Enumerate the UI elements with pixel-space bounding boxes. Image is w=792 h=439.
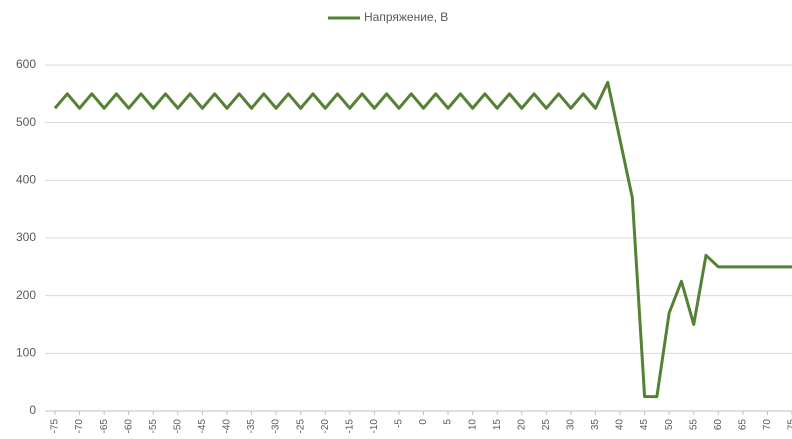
x-tick-label: 0: [418, 419, 429, 425]
x-tick-label: -30: [271, 419, 282, 434]
x-tick-label: 25: [541, 419, 552, 431]
y-tick-label: 100: [16, 346, 36, 360]
legend-label: Напряжение, В: [364, 10, 448, 24]
x-tick-label: -55: [148, 419, 159, 434]
x-tick-label: 30: [566, 419, 577, 431]
x-tick-label: -20: [320, 419, 331, 434]
x-tick-label: 40: [615, 419, 626, 431]
y-tick-label: 400: [16, 173, 36, 187]
x-tick-label: 35: [590, 419, 601, 431]
x-tick-label: -5: [394, 419, 405, 428]
x-tick-label: 60: [713, 419, 724, 431]
x-tick-label: 65: [738, 419, 749, 431]
x-tick-label: 50: [664, 419, 675, 431]
x-tick-label: -15: [344, 419, 355, 434]
x-tick-label: -45: [197, 419, 208, 434]
x-tick-label: 70: [762, 419, 773, 431]
x-tick-label: -65: [99, 419, 110, 434]
x-tick-label: -60: [123, 419, 134, 434]
x-tick-label: -10: [369, 419, 380, 434]
series-line: [53, 80, 792, 399]
x-tick-label: -40: [222, 419, 233, 434]
x-tick-label: -25: [295, 419, 306, 434]
y-tick-label: 200: [16, 288, 36, 302]
x-tick-label: -50: [172, 419, 183, 434]
x-tick-label: -70: [74, 419, 85, 434]
x-tick-label: -75: [50, 419, 61, 434]
x-tick-label: 55: [688, 419, 699, 431]
x-tick-label: 45: [639, 419, 650, 431]
x-tick-label: 10: [467, 419, 478, 431]
x-tick-label: 20: [516, 419, 527, 431]
y-tick-label: 500: [16, 115, 36, 129]
x-tick-label: 5: [443, 419, 454, 425]
y-tick-label: 300: [16, 230, 36, 244]
x-tick-label: 75: [787, 419, 792, 431]
x-tick-label: -35: [246, 419, 257, 434]
y-tick-label: 600: [16, 57, 36, 71]
x-tick-label: 15: [492, 419, 503, 431]
y-tick-label: 0: [29, 403, 36, 417]
